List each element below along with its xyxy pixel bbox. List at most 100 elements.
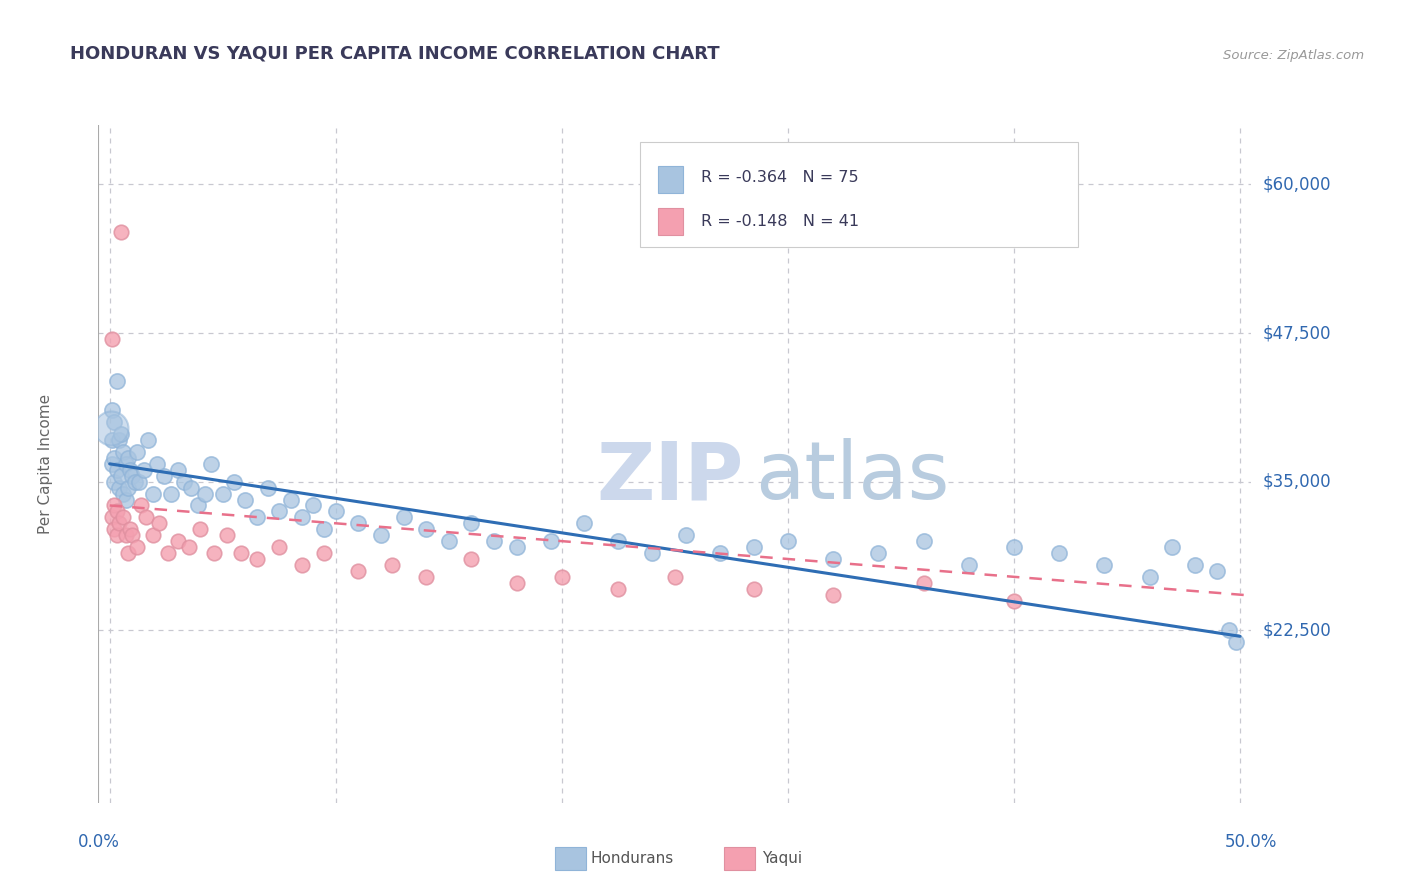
Point bbox=[222, 475, 245, 489]
Point bbox=[121, 468, 143, 483]
Point bbox=[246, 552, 269, 566]
Point bbox=[103, 450, 125, 465]
Point bbox=[269, 504, 291, 518]
Point bbox=[187, 499, 209, 513]
Point bbox=[100, 421, 122, 435]
Point bbox=[101, 433, 124, 447]
Point bbox=[235, 492, 257, 507]
Point bbox=[776, 534, 799, 549]
Point bbox=[1184, 558, 1206, 572]
Point bbox=[107, 516, 129, 531]
Text: 0.0%: 0.0% bbox=[77, 833, 120, 851]
Point bbox=[347, 516, 370, 531]
Point bbox=[742, 582, 765, 596]
Point bbox=[540, 534, 562, 549]
Text: $35,000: $35,000 bbox=[1263, 473, 1331, 491]
Text: $60,000: $60,000 bbox=[1263, 176, 1331, 194]
Point bbox=[347, 564, 370, 578]
Point bbox=[142, 528, 165, 542]
Point bbox=[675, 528, 697, 542]
Point bbox=[269, 540, 291, 554]
Point bbox=[1047, 546, 1070, 560]
Point bbox=[381, 558, 404, 572]
Point bbox=[153, 468, 176, 483]
Point bbox=[200, 457, 222, 471]
Point bbox=[607, 582, 630, 596]
Point bbox=[392, 510, 415, 524]
Point bbox=[101, 332, 124, 346]
Point bbox=[325, 504, 347, 518]
Point bbox=[101, 510, 124, 524]
Point bbox=[460, 552, 482, 566]
Point bbox=[574, 516, 596, 531]
Point bbox=[202, 546, 225, 560]
Point bbox=[460, 516, 482, 531]
Point bbox=[136, 433, 159, 447]
Bar bbox=[658, 208, 683, 235]
Point bbox=[148, 516, 170, 531]
Point bbox=[291, 558, 314, 572]
Point bbox=[1002, 593, 1025, 607]
Point bbox=[146, 457, 169, 471]
Point bbox=[110, 468, 132, 483]
Point bbox=[114, 528, 136, 542]
Point bbox=[551, 570, 574, 584]
Point bbox=[505, 575, 527, 590]
Point bbox=[302, 499, 325, 513]
Point bbox=[1139, 570, 1161, 584]
Point bbox=[607, 534, 630, 549]
Point bbox=[173, 475, 195, 489]
Point bbox=[103, 522, 125, 536]
Text: Hondurans: Hondurans bbox=[591, 851, 673, 865]
Point bbox=[103, 499, 125, 513]
Point bbox=[112, 510, 135, 524]
Point bbox=[120, 463, 142, 477]
Point bbox=[117, 450, 139, 465]
Point bbox=[124, 475, 146, 489]
Point bbox=[105, 463, 128, 477]
Point bbox=[823, 588, 845, 602]
Point bbox=[957, 558, 980, 572]
Point bbox=[868, 546, 890, 560]
Text: ZIP: ZIP bbox=[596, 438, 744, 516]
Point bbox=[912, 575, 935, 590]
Point bbox=[505, 540, 527, 554]
Point bbox=[217, 528, 239, 542]
Point bbox=[280, 492, 302, 507]
Text: $22,500: $22,500 bbox=[1263, 622, 1331, 640]
Point bbox=[131, 499, 153, 513]
Point bbox=[823, 552, 845, 566]
Point bbox=[101, 403, 124, 417]
Point bbox=[114, 492, 136, 507]
Text: R = -0.364   N = 75: R = -0.364 N = 75 bbox=[700, 169, 858, 185]
Point bbox=[107, 481, 129, 495]
Point bbox=[709, 546, 731, 560]
Text: 50.0%: 50.0% bbox=[1225, 833, 1278, 851]
Point bbox=[107, 433, 129, 447]
Bar bbox=[658, 166, 683, 193]
Point bbox=[105, 528, 128, 542]
Point bbox=[229, 546, 252, 560]
Point bbox=[121, 528, 143, 542]
Point bbox=[742, 540, 765, 554]
Point bbox=[482, 534, 505, 549]
Text: HONDURAN VS YAQUI PER CAPITA INCOME CORRELATION CHART: HONDURAN VS YAQUI PER CAPITA INCOME CORR… bbox=[70, 45, 720, 62]
Point bbox=[132, 463, 155, 477]
FancyBboxPatch shape bbox=[640, 142, 1078, 247]
Point bbox=[314, 546, 336, 560]
Point bbox=[128, 475, 150, 489]
Point bbox=[103, 415, 125, 429]
Point bbox=[112, 445, 135, 459]
Point bbox=[194, 486, 217, 500]
Point bbox=[211, 486, 233, 500]
Point bbox=[166, 534, 188, 549]
Point bbox=[125, 540, 148, 554]
Point bbox=[291, 510, 314, 524]
Point bbox=[166, 463, 188, 477]
Point bbox=[117, 481, 139, 495]
Text: atlas: atlas bbox=[755, 438, 950, 516]
Point bbox=[157, 546, 180, 560]
Point bbox=[159, 486, 181, 500]
Point bbox=[110, 225, 132, 239]
Point bbox=[246, 510, 269, 524]
